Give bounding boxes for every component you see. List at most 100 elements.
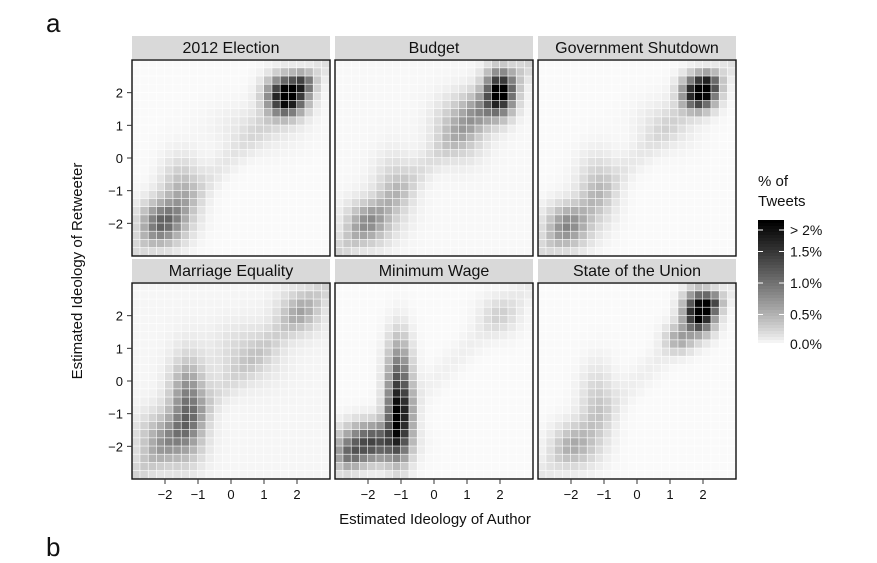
- heatmap-cell: [359, 190, 368, 199]
- heatmap-cell: [508, 109, 516, 117]
- heatmap-cell: [508, 397, 516, 405]
- heatmap-cell: [508, 239, 516, 248]
- heatmap-cell: [198, 247, 206, 256]
- heatmap-cell: [587, 223, 596, 231]
- heatmap-cell: [264, 315, 272, 324]
- heatmap-cell: [612, 446, 620, 454]
- heatmap-cell: [132, 125, 140, 133]
- heatmap-cell: [313, 454, 322, 463]
- heatmap-cell: [587, 462, 596, 471]
- heatmap-cell: [156, 470, 165, 479]
- heatmap-cell: [288, 231, 297, 240]
- heatmap-cell: [524, 125, 533, 133]
- heatmap-cell: [351, 68, 360, 76]
- heatmap-cell: [727, 109, 736, 117]
- heatmap-cell: [343, 247, 351, 256]
- heatmap-cell: [181, 356, 190, 365]
- heatmap-cell: [173, 356, 181, 365]
- heatmap-cell: [524, 356, 533, 365]
- heatmap-cell: [703, 60, 711, 68]
- heatmap-cell: [571, 190, 579, 199]
- heatmap-cell: [198, 190, 206, 199]
- heatmap-cell: [231, 182, 239, 191]
- facet-strip: [132, 259, 330, 282]
- heatmap-cell: [703, 291, 711, 299]
- heatmap-cell: [239, 68, 247, 76]
- heatmap-cell: [255, 323, 264, 332]
- heatmap-cell: [148, 125, 157, 133]
- heatmap-cell: [628, 117, 637, 125]
- heatmap-cell: [678, 332, 686, 340]
- heatmap-cell: [288, 239, 297, 248]
- heatmap-cell: [321, 207, 330, 215]
- heatmap-cell: [483, 446, 492, 454]
- heatmap-cell: [376, 470, 384, 479]
- heatmap-cell: [401, 283, 409, 291]
- heatmap-cell: [686, 223, 695, 231]
- heatmap-cell: [637, 397, 645, 405]
- heatmap-cell: [653, 231, 662, 240]
- heatmap-cell: [678, 430, 686, 438]
- heatmap-cell: [359, 470, 368, 479]
- heatmap-cell: [442, 446, 450, 454]
- heatmap-cell: [719, 117, 728, 125]
- heatmap-cell: [173, 166, 181, 174]
- heatmap-cell: [321, 166, 330, 174]
- heatmap-cell: [189, 405, 198, 414]
- heatmap-cell: [508, 92, 516, 101]
- heatmap-cell: [694, 340, 703, 348]
- heatmap-cell: [222, 421, 231, 430]
- heatmap-cell: [620, 166, 629, 174]
- heatmap-cell: [571, 100, 579, 109]
- heatmap-cell: [417, 133, 426, 142]
- heatmap-cell: [678, 307, 686, 316]
- heatmap-cell: [343, 215, 351, 223]
- heatmap-cell: [637, 223, 645, 231]
- heatmap-cell: [181, 364, 190, 373]
- heatmap-cell: [132, 182, 140, 191]
- heatmap-cell: [409, 141, 417, 150]
- heatmap-cell: [579, 315, 587, 324]
- heatmap-cell: [140, 231, 148, 240]
- heatmap-cell: [661, 438, 670, 446]
- heatmap-cell: [148, 100, 157, 109]
- heatmap-cell: [417, 438, 426, 446]
- heatmap-cell: [198, 207, 206, 215]
- heatmap-cell: [538, 364, 546, 373]
- heatmap-cell: [335, 397, 343, 405]
- heatmap-cell: [297, 462, 305, 471]
- heatmap-cell: [376, 174, 384, 182]
- heatmap-cell: [587, 109, 596, 117]
- heatmap-cell: [516, 158, 525, 166]
- heatmap-cell: [198, 430, 206, 438]
- heatmap-cell: [173, 76, 181, 84]
- heatmap-cell: [351, 446, 360, 454]
- heatmap-cell: [711, 381, 719, 389]
- heatmap-cell: [384, 283, 393, 291]
- heatmap-cell: [181, 100, 190, 109]
- heatmap-cell: [620, 283, 629, 291]
- heatmap-cell: [280, 421, 289, 430]
- heatmap-cell: [280, 84, 289, 93]
- heatmap-cell: [343, 158, 351, 166]
- heatmap-cell: [491, 454, 500, 463]
- heatmap-cell: [579, 223, 587, 231]
- heatmap-cell: [516, 231, 525, 240]
- heatmap-cell: [620, 307, 629, 316]
- heatmap-cell: [417, 182, 426, 191]
- heatmap-cell: [562, 141, 571, 150]
- heatmap-cell: [343, 231, 351, 240]
- heatmap-cell: [313, 364, 322, 373]
- heatmap-cell: [239, 239, 247, 248]
- heatmap-cell: [612, 100, 620, 109]
- heatmap-cell: [475, 84, 483, 93]
- heatmap-cell: [239, 430, 247, 438]
- heatmap-cell: [173, 133, 181, 142]
- heatmap-cell: [384, 117, 393, 125]
- heatmap-cell: [612, 454, 620, 463]
- heatmap-cell: [343, 332, 351, 340]
- heatmap-cell: [719, 299, 728, 307]
- heatmap-cell: [538, 100, 546, 109]
- heatmap-cell: [247, 381, 256, 389]
- heatmap-cell: [508, 174, 516, 182]
